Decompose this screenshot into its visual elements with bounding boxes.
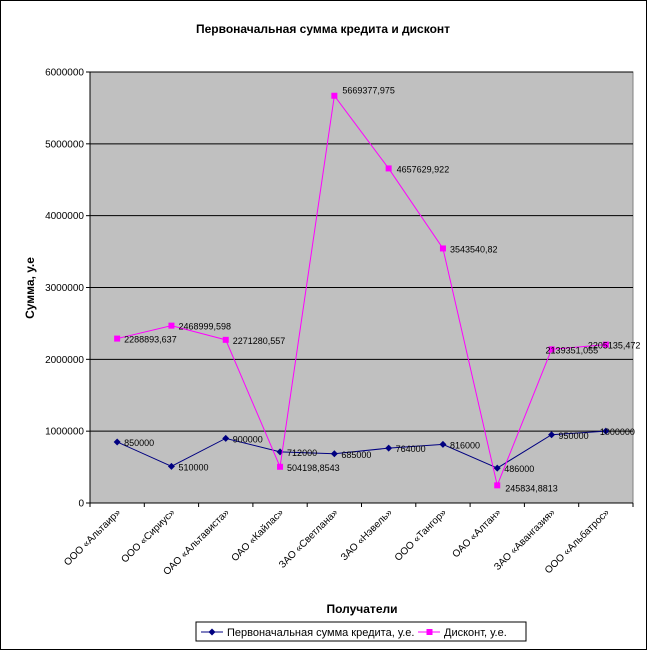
data-point-discount	[602, 341, 609, 348]
data-point-credit	[385, 444, 393, 452]
data-label: 510000	[178, 462, 208, 472]
gridlines	[90, 71, 633, 432]
legend-label-credit: Первоначальная сумма кредита, у.е.	[227, 627, 414, 639]
x-axis-title: Получатели	[327, 602, 398, 616]
data-point-discount	[222, 336, 229, 343]
y-tick-label: 1000000	[45, 427, 84, 438]
data-label: 2139351,055	[546, 345, 599, 355]
data-point-credit	[493, 464, 501, 472]
data-point-discount	[385, 165, 392, 172]
data-label: 2271280,557	[233, 336, 286, 346]
data-point-discount	[494, 482, 501, 489]
data-point-discount	[168, 322, 175, 329]
series-line-0	[116, 430, 606, 469]
data-point-credit	[330, 450, 338, 458]
data-point-credit	[113, 438, 121, 446]
data-point-discount	[331, 92, 338, 99]
data-label: 816000	[450, 440, 480, 450]
data-label: 4657629,922	[397, 164, 450, 174]
data-point-discount	[439, 245, 446, 252]
y-tick-label: 2000000	[45, 355, 84, 366]
data-point-credit	[167, 462, 175, 470]
data-point-credit	[548, 431, 556, 439]
data-label: 850000	[124, 438, 154, 448]
data-point-discount	[548, 346, 555, 353]
data-label: 2288893,637	[124, 335, 177, 345]
data-label: 900000	[233, 434, 263, 444]
data-labels: 850000 510000 900000 712000 685000 764000 8160…	[124, 86, 640, 494]
y-axis-title: Сумма, у.е	[23, 257, 37, 319]
data-point-credit	[439, 440, 447, 448]
data-label: 1000000	[600, 427, 635, 437]
data-point-discount	[277, 463, 284, 470]
data-label: 3543540,82	[450, 244, 498, 254]
legend-label-discount: Дисконт, у.е.	[444, 627, 507, 639]
data-label: 685000	[341, 450, 371, 460]
y-tick-label: 6000000	[45, 68, 84, 79]
data-label: 5669377,975	[342, 86, 395, 96]
data-label: 950000	[559, 431, 589, 441]
data-label: 504198,8543	[287, 463, 340, 473]
data-label: 245834,8813	[505, 483, 558, 493]
legend-marker-discount	[426, 629, 433, 635]
y-tick-label: 0	[78, 499, 84, 510]
data-point-credit	[602, 427, 610, 435]
series-line-1	[117, 94, 606, 488]
data-label: 486000	[504, 464, 534, 474]
data-label: 2468999,598	[178, 322, 231, 332]
data-label: 2205135,472	[588, 341, 641, 351]
data-label: 712000	[287, 448, 317, 458]
y-tick-label: 4000000	[45, 211, 84, 222]
y-tick-label: 3000000	[45, 283, 84, 294]
y-tick-label: 5000000	[45, 139, 84, 150]
legend-marker-credit	[208, 628, 216, 636]
data-label: 764000	[396, 444, 426, 454]
series-layer	[113, 92, 610, 489]
data-point-discount	[114, 335, 121, 342]
legend-box	[195, 621, 527, 642]
legend: Первоначальная сумма кредита, у.е. Диско…	[195, 621, 527, 642]
data-point-credit	[222, 434, 230, 442]
chart-title: Первоначальная сумма кредита и дисконт	[196, 22, 450, 36]
